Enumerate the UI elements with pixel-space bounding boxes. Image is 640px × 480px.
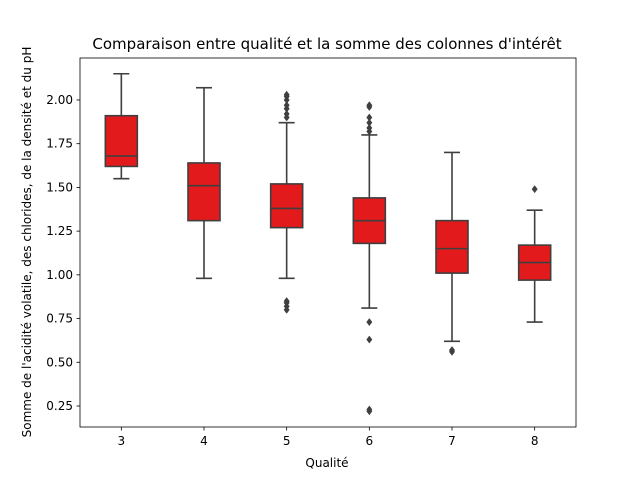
- outlier-point: [366, 118, 373, 127]
- y-tick-label: 1.50: [46, 180, 73, 194]
- box: [435, 219, 469, 274]
- outlier-point: [283, 90, 290, 99]
- outlier-point: [366, 405, 373, 414]
- outlier-point: [531, 185, 538, 194]
- outlier-point: [448, 346, 456, 355]
- y-tick-label: 1.25: [46, 224, 73, 238]
- axes-frame: [79, 57, 577, 428]
- x-tick-label: 5: [283, 434, 291, 448]
- y-tick-label: 1.00: [46, 268, 73, 282]
- y-axis-label: Somme de l'acidité volatile, des chlorid…: [20, 47, 34, 438]
- outlier-point: [366, 335, 373, 344]
- x-tick-label: 8: [531, 434, 539, 448]
- box: [269, 183, 304, 229]
- y-tick-label: 2.00: [46, 93, 73, 107]
- outlier-point: [283, 297, 290, 306]
- y-tick-label: 1.75: [46, 137, 73, 151]
- x-tick-label: 6: [366, 434, 374, 448]
- y-tick-label: 0.50: [46, 355, 73, 369]
- y-tick-label: 0.25: [46, 399, 73, 413]
- outlier-point: [283, 109, 290, 118]
- chart-title: Comparaison entre qualité et la somme de…: [92, 35, 561, 53]
- y-tick-label: 0.75: [46, 312, 73, 326]
- box: [187, 162, 221, 222]
- outlier-point: [366, 113, 373, 122]
- x-tick-label: 4: [200, 434, 208, 448]
- outlier-point: [366, 101, 373, 110]
- x-tick-label: 7: [448, 434, 456, 448]
- outlier-point: [366, 123, 373, 132]
- x-axis-label: Qualité: [305, 456, 348, 470]
- x-tick-label: 3: [118, 434, 126, 448]
- outlier-point: [283, 101, 290, 110]
- box: [104, 114, 139, 168]
- outlier-point: [366, 318, 373, 327]
- plot-area: 0.25 0.50 0.75 1.00 1.25 1.50 1.75 2.00 3 4 5 6 7 8: [46, 57, 577, 448]
